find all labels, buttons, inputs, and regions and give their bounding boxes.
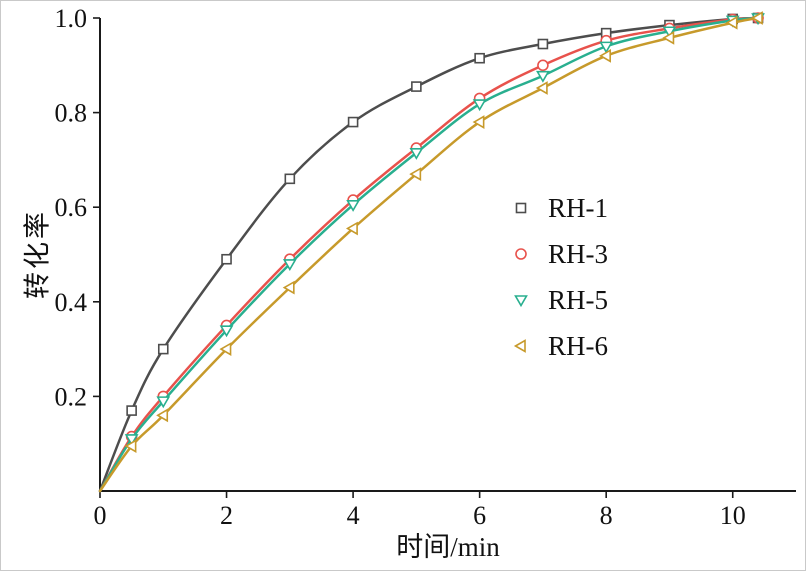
marker-RH-5 [346,200,360,212]
circle-marker-icon [515,248,527,260]
marker-RH-6 [219,342,232,356]
marker-RH-5 [282,259,297,272]
legend-label-RH-3: RH-3 [548,238,608,269]
legend-item-RH-1: RH-1 [509,185,608,231]
marker-RH-1 [347,116,359,128]
marker-RH-6 [345,221,358,236]
legend-item-RH-3: RH-3 [509,231,608,277]
series-line-RH-6 [98,16,760,493]
x-tick-label: 2 [220,501,233,530]
marker-RH-5 [156,396,171,409]
marker-RH-3 [537,59,549,72]
marker-RH-5 [219,325,234,338]
marker-RH-6 [409,167,422,181]
x-axis-label: 时间/min [396,532,500,562]
marker-RH-6 [282,280,295,295]
marker-RH-6 [124,439,137,453]
marker-RH-1 [411,81,422,92]
y-tick-label: 0.8 [55,99,88,128]
legend-marker-RH-1 [515,202,527,214]
triangle-left-marker-icon [513,339,526,353]
marker-RH-1 [537,38,549,50]
triangle-down-marker-icon [514,295,528,308]
marker-RH-1 [126,405,137,416]
legend-marker-RH-5 [514,295,528,308]
y-tick-label: 0.2 [55,382,88,411]
square-marker-icon [515,202,527,214]
marker-RH-1 [284,173,296,185]
marker-RH-6 [662,30,675,45]
y-axis-label: 转化率 [22,209,53,299]
x-tick-label: 0 [94,501,107,530]
y-tick-label: 1.0 [55,4,88,33]
series-RH-6 [98,11,763,493]
marker-RH-6 [750,11,763,25]
legend-label-RH-6: RH-6 [548,330,608,361]
marker-RH-5 [409,148,424,160]
legend-item-RH-6: RH-6 [509,323,608,369]
legend-marker-RH-3 [515,248,527,260]
y-tick-label: 0.6 [55,193,88,222]
marker-RH-6 [472,115,485,129]
marker-RH-5 [472,99,487,112]
marker-RH-6 [156,408,169,423]
marker-RH-5 [124,434,139,447]
series-RH-3 [98,12,764,493]
x-tick-label: 8 [600,501,613,530]
x-tick-label: 10 [720,501,746,530]
marker-RH-1 [474,52,485,64]
legend-label-RH-1: RH-1 [548,192,608,223]
marker-RH-6 [725,15,738,30]
series-RH-1 [98,12,764,493]
marker-RH-6 [599,48,611,63]
marker-RH-1 [157,343,169,355]
marker-RH-5 [536,70,550,83]
series-line-RH-5 [98,16,760,493]
x-tick-label: 4 [347,501,360,530]
marker-RH-1 [221,253,232,265]
legend-item-RH-5: RH-5 [509,277,608,323]
marker-RH-5 [599,41,614,54]
marker-RH-5 [662,26,677,39]
marker-RH-6 [535,81,548,95]
legend-label-RH-5: RH-5 [548,284,608,315]
series-line-RH-3 [98,16,760,493]
y-tick-label: 0.4 [55,288,88,317]
series-line-RH-1 [98,16,760,493]
x-tick-label: 6 [473,501,486,530]
series-RH-5 [98,13,765,493]
legend-marker-RH-6 [513,339,526,353]
legend: RH-1 RH-3 RH-5 RH-6 [509,185,608,369]
